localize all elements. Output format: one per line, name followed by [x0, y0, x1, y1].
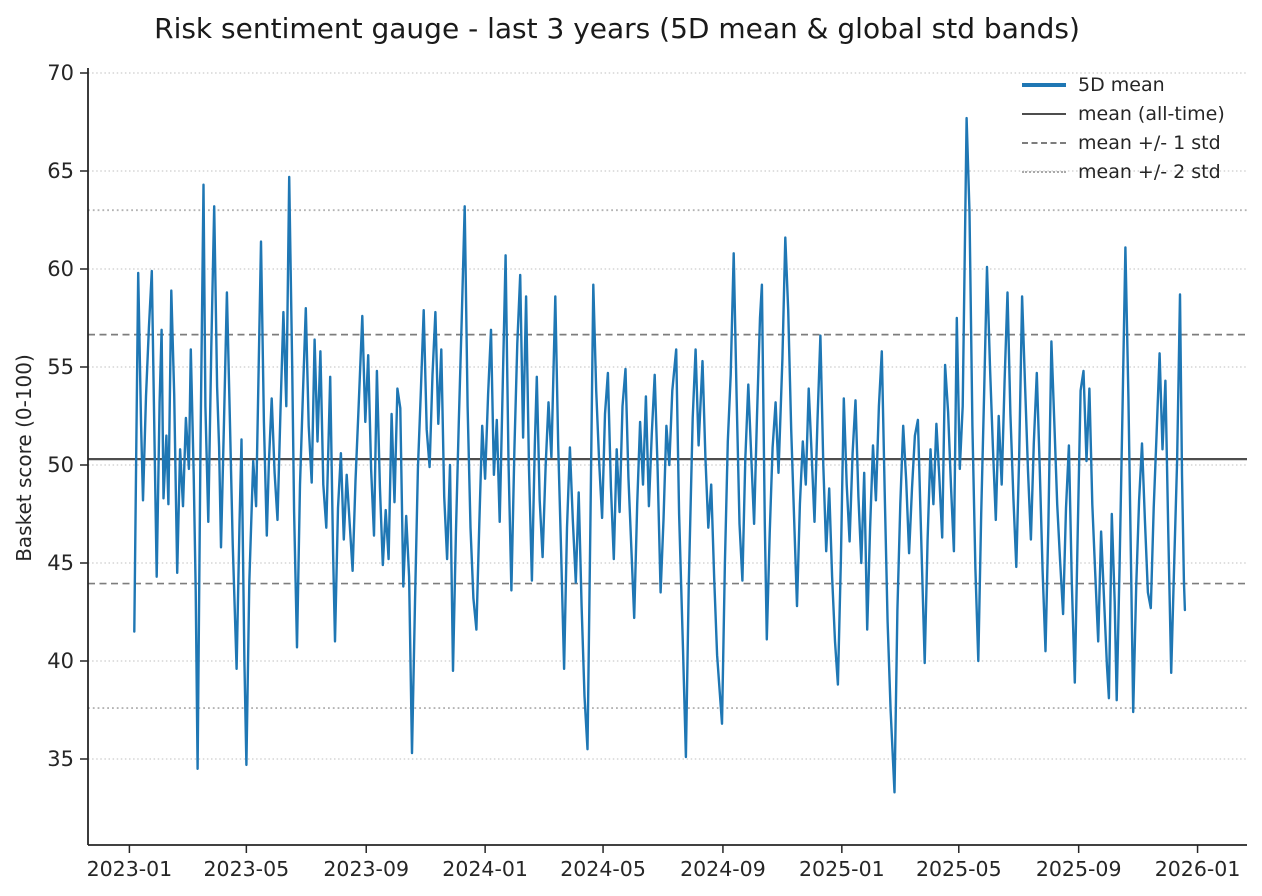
legend-label-mean-2std: mean +/- 2 std [1078, 161, 1221, 183]
axis-ticks: 35 40 45 50 55 60 65 70 2023-01 2023-05 2023-09 202… [47, 61, 1240, 881]
legend-line-mean-icon [1022, 113, 1066, 115]
legend-label-mean-all-time: mean (all-time) [1078, 103, 1225, 125]
legend-line-2std-icon [1022, 171, 1066, 173]
reference-lines [88, 209, 1247, 709]
y-tick-label-40: 40 [47, 649, 74, 673]
x-tick-label-2024-09: 2024-09 [680, 857, 766, 881]
x-tick-label-2025-09: 2025-09 [1036, 857, 1122, 881]
legend-label-5d-mean: 5D mean [1078, 74, 1165, 96]
x-tick-label-2026-01: 2026-01 [1155, 857, 1241, 881]
y-tick-label-65: 65 [47, 159, 74, 183]
y-tick-label-50: 50 [47, 453, 74, 477]
y-tick-label-45: 45 [47, 551, 74, 575]
y-tick-label-35: 35 [47, 747, 74, 771]
y-tick-label-70: 70 [47, 61, 74, 85]
data-series-5d-mean [133, 116, 1187, 794]
x-tick-label-2024-01: 2024-01 [442, 857, 528, 881]
legend-label-mean-1std: mean +/- 1 std [1078, 132, 1221, 154]
x-tick-label-2023-01: 2023-01 [87, 857, 173, 881]
legend-item-mean-1std: mean +/- 1 std [1022, 132, 1248, 154]
x-tick-label-2023-05: 2023-05 [204, 857, 290, 881]
x-tick-label-2025-01: 2025-01 [799, 857, 885, 881]
legend-item-mean-all-time: mean (all-time) [1022, 103, 1248, 125]
series-line-5d-mean [133, 116, 1187, 794]
x-tick-label-2025-05: 2025-05 [916, 857, 1002, 881]
chart-title: Risk sentiment gauge - last 3 years (5D … [154, 12, 1080, 45]
legend: 5D mean mean (all-time) mean +/- 1 std m… [1022, 74, 1248, 183]
y-tick-label-55: 55 [47, 355, 74, 379]
axes-spines [87, 68, 1247, 846]
y-tick-label-60: 60 [47, 257, 74, 281]
x-tick-label-2024-05: 2024-05 [560, 857, 646, 881]
legend-line-1std-icon [1022, 142, 1066, 144]
legend-item-5d-mean: 5D mean [1022, 74, 1248, 96]
legend-item-mean-2std: mean +/- 2 std [1022, 161, 1248, 183]
x-tick-label-2023-09: 2023-09 [323, 857, 409, 881]
legend-line-5d-mean-icon [1022, 83, 1066, 87]
